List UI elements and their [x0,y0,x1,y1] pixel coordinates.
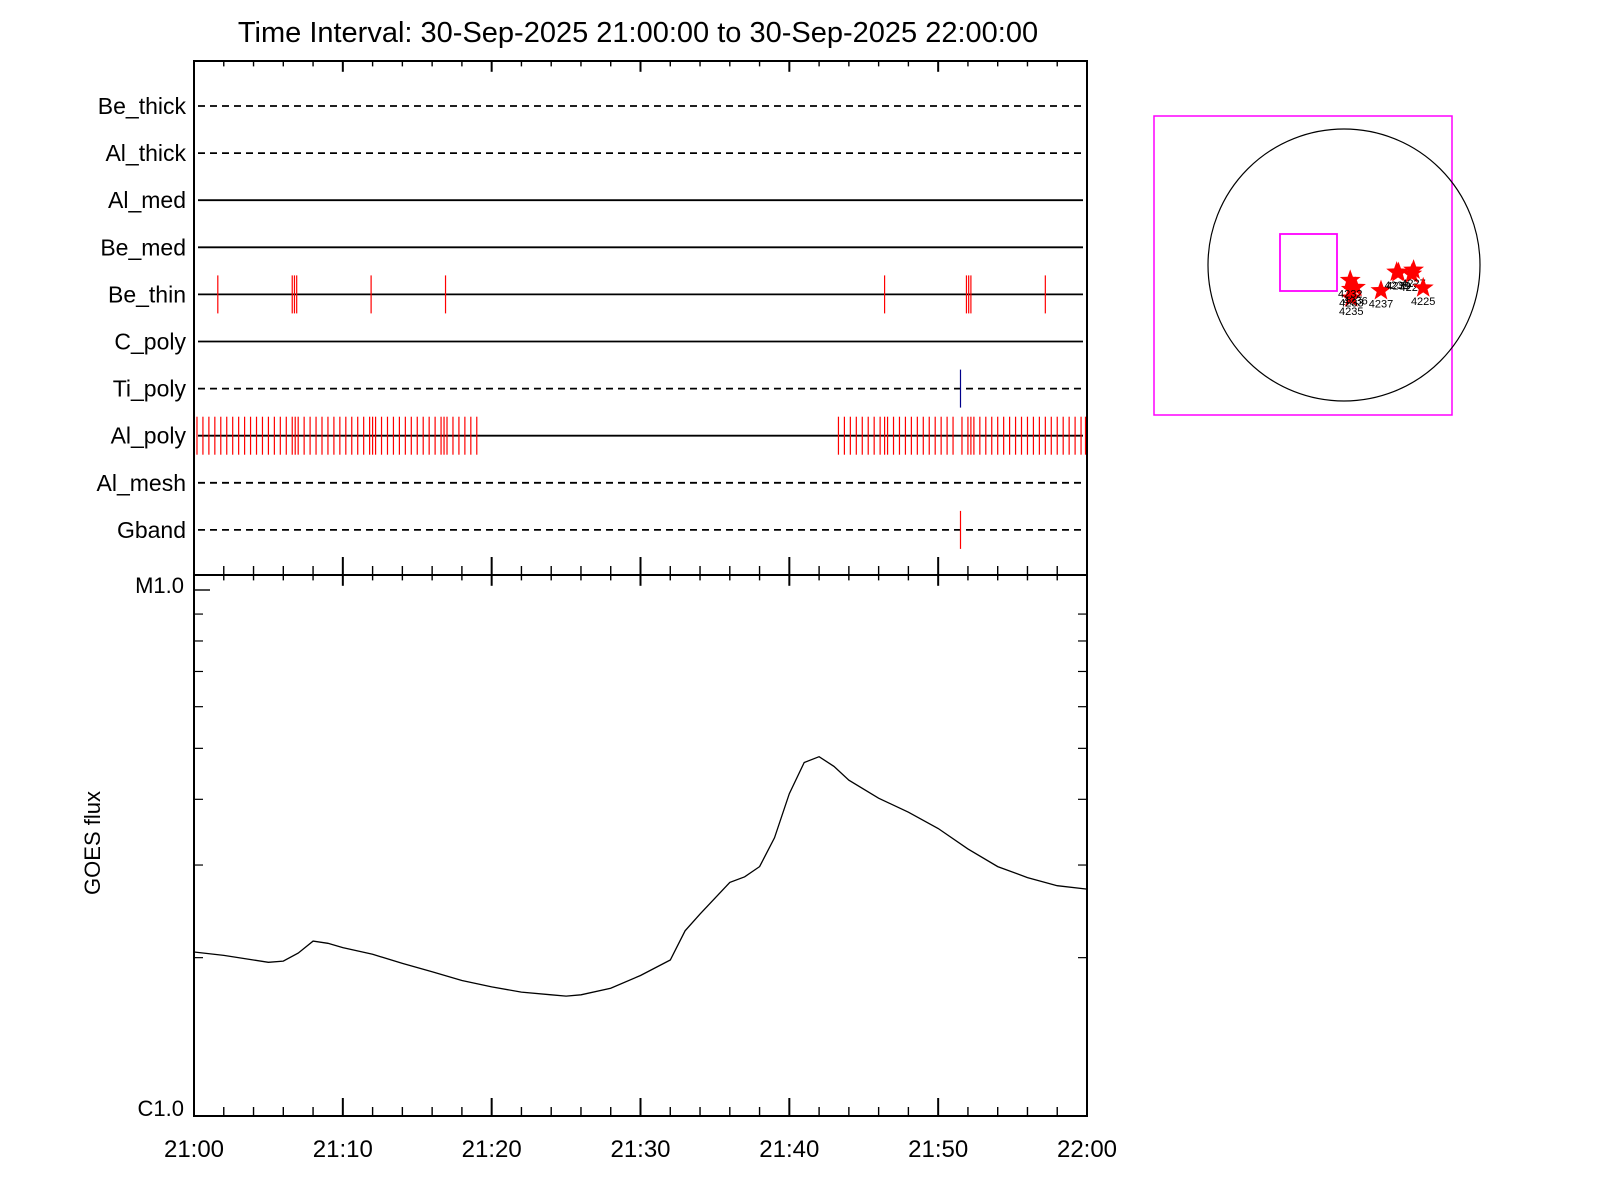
flux-y-axis-label: GOES flux [80,791,105,895]
filter-label: Be_thin [108,281,186,307]
solar-limb [1207,128,1481,402]
active-region-star [1340,287,1362,307]
filter-label: Al_thick [105,140,186,166]
goes-flux-curve [193,755,1088,997]
active-region-label: 4233 [1339,297,1363,309]
instrument-pointing-box [1279,233,1338,292]
active-region-label: 4235 [1339,306,1363,318]
time-tick-label: 22:00 [1057,1136,1117,1163]
flux-frame [193,574,1088,1117]
filter-label: Al_mesh [97,470,186,496]
goes-flux-panel [193,589,1088,1117]
figure-title: Time Interval: 30-Sep-2025 21:00:00 to 3… [238,17,1038,49]
active-region-label: 4237 [1369,299,1393,311]
filter-label: Al_med [108,187,186,213]
time-tick-label: 21:00 [164,1136,224,1163]
time-tick-label: 21:10 [313,1136,373,1163]
time-tick-label: 21:40 [759,1136,819,1163]
time-tick-label: 21:50 [908,1136,968,1163]
timeline-frame [193,60,1088,576]
active-region-label: 4238 [1384,280,1408,292]
active-region-star [1388,261,1409,282]
flux-tick-bottom: C1.0 [138,1096,184,1121]
filter-label: C_poly [114,329,186,355]
filter-label: Be_med [100,234,186,260]
time-tick-label: 21:30 [610,1136,670,1163]
active-region-label: 4225 [1411,296,1435,308]
active-region-star [1403,259,1424,279]
active-region-label: 4239 [1386,281,1410,293]
filter-label: Gband [117,517,186,543]
filter-label: Ti_poly [113,376,187,402]
active-region-label: 4236 [1343,295,1367,307]
filter-label: Al_poly [111,423,187,449]
filter-label: Be_thick [98,93,187,119]
time-axis: 21:00 21:10 21:20 21:30 21:40 21:50 22:00 [164,61,1117,1163]
active-region-star [1370,279,1392,300]
map-field-of-view [1153,115,1453,416]
time-tick-label: 21:20 [462,1136,522,1163]
active-region-star [1339,269,1361,290]
active-region-label: 4232 [1338,288,1362,300]
active-region-star [1412,276,1434,297]
filter-timeline-panel: Be_thick Al_thick Al_med Be_med Be_thin C_pol… [97,93,1087,549]
flux-tick-top: M1.0 [135,573,184,598]
